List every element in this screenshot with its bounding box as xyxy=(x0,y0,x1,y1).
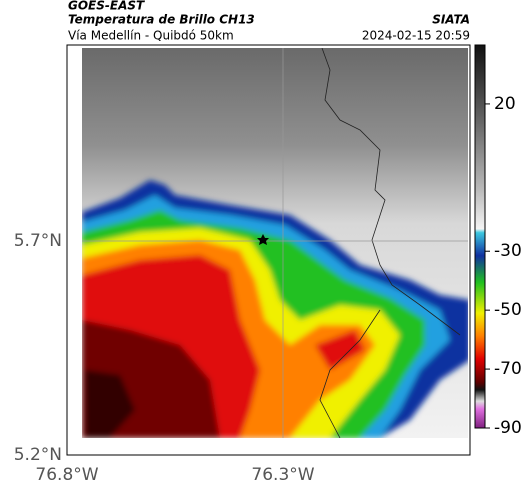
satellite: GOES-EAST xyxy=(68,0,145,13)
lat-label: 5.2°N xyxy=(14,445,62,465)
lon-label: 76.8°W xyxy=(35,465,98,485)
lon-label: 76.3°W xyxy=(251,465,314,485)
colorbar xyxy=(474,44,486,429)
colorbar-ticks: 20 -30 -50 -70 -90 xyxy=(485,94,522,438)
source: SIATA xyxy=(432,13,470,27)
tick-label: -70 xyxy=(494,359,522,379)
tick-label: 20 xyxy=(494,94,516,114)
tick-label: -90 xyxy=(494,418,522,438)
tick-label: -50 xyxy=(494,300,522,320)
tick-label: -30 xyxy=(494,241,522,261)
datetime: 2024-02-15 20:59 xyxy=(362,29,470,43)
region: Vía Medellín - Quibdó 50km xyxy=(68,29,234,43)
lat-label: 5.7°N xyxy=(14,231,62,251)
imagery xyxy=(82,48,468,438)
product: Temperatura de Brillo CH13 xyxy=(68,13,255,27)
